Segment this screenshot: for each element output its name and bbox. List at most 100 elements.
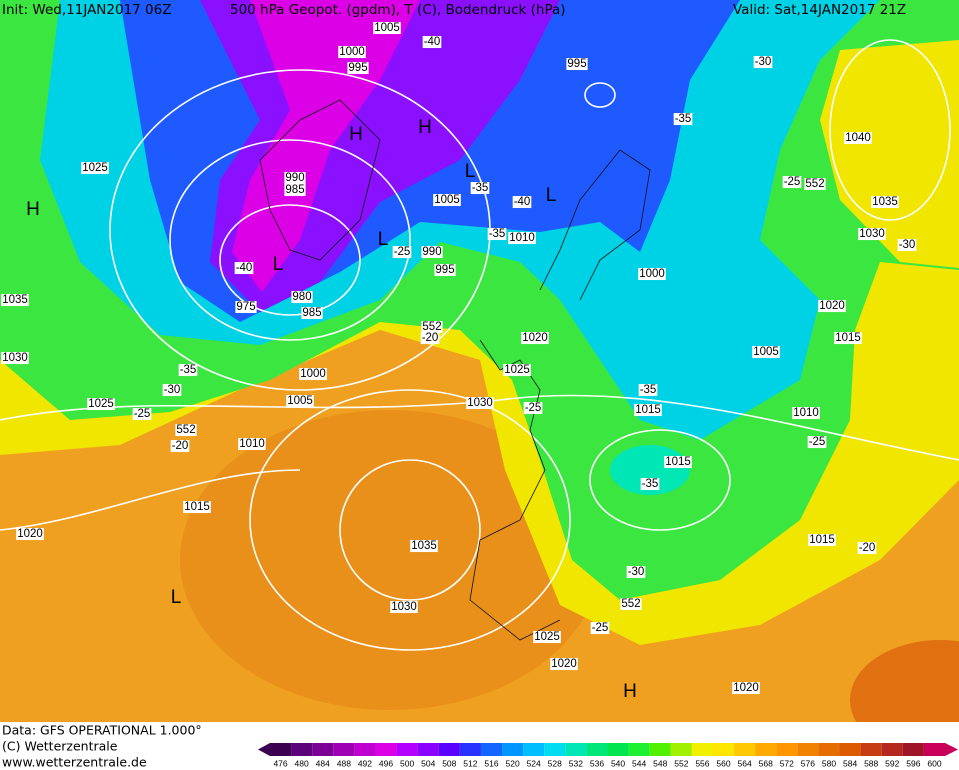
label-box — [807, 436, 827, 449]
isobar — [829, 39, 951, 221]
label-text: 995 — [435, 264, 454, 276]
label-box — [81, 162, 109, 175]
isobar-label: 1010 — [238, 438, 266, 451]
isobar-label: -30 — [897, 239, 917, 252]
isobar-label: 1015 — [634, 404, 662, 417]
label-text: 1040 — [845, 132, 871, 144]
legend-label: 572 — [780, 758, 794, 768]
isobar-label: -35 — [178, 364, 198, 377]
isobar-label: -40 — [422, 36, 442, 49]
isobar-label: 1040 — [844, 132, 872, 145]
legend-swatch — [607, 743, 629, 756]
isobar-label: -25 — [392, 246, 412, 259]
label-box — [871, 196, 899, 209]
legend-swatch — [902, 743, 924, 756]
label-text: 1020 — [819, 300, 845, 312]
label-box — [234, 262, 254, 275]
label-box — [508, 232, 536, 245]
label-text: -20 — [859, 542, 876, 554]
legend-swatch — [502, 743, 524, 756]
isobars — [0, 39, 959, 651]
isobar — [0, 394, 959, 461]
isobar-label: 1000 — [299, 368, 327, 381]
copyright: (C) Wetterzentrale — [2, 739, 118, 754]
legend-label: 560 — [716, 758, 730, 768]
label-text: -30 — [164, 384, 181, 396]
label-text: 1010 — [239, 438, 265, 450]
isobar — [219, 204, 361, 316]
label-text: -30 — [899, 239, 916, 251]
label-text: 1020 — [733, 682, 759, 694]
label-box — [523, 402, 543, 415]
label-text: 1025 — [82, 162, 108, 174]
label-box — [421, 321, 443, 334]
legend-swatch — [291, 743, 313, 756]
isobar-label: 1005 — [433, 194, 461, 207]
label-text: 1020 — [522, 332, 548, 344]
isobar-label: 1010 — [508, 232, 536, 245]
label-text: 985 — [285, 184, 304, 196]
pressure-center: H — [623, 681, 637, 702]
label-box — [421, 246, 443, 259]
label-box — [470, 182, 490, 195]
label-box — [792, 407, 820, 420]
isobar-label: -20 — [857, 542, 877, 555]
label-text: 975 — [236, 301, 255, 313]
legend-label: 476 — [273, 758, 287, 768]
isobar — [584, 82, 616, 108]
isobar-label: 975 — [235, 301, 257, 314]
isobar-label: 1005 — [373, 22, 401, 35]
isobar-label: 1030 — [390, 601, 418, 614]
label-box — [834, 332, 862, 345]
isobar-label: 1025 — [81, 162, 109, 175]
label-box — [434, 264, 456, 277]
label-box — [286, 395, 314, 408]
label-box — [347, 62, 369, 75]
isobar-label: -35 — [470, 182, 490, 195]
legend-swatch — [691, 743, 713, 756]
label-box — [533, 631, 561, 644]
label-text: 995 — [567, 58, 586, 70]
field-dark-orange — [180, 410, 600, 710]
legend-label: 596 — [906, 758, 920, 768]
legend-label: 592 — [885, 758, 899, 768]
label-text: 1025 — [88, 398, 114, 410]
isobar-label: 990 — [284, 172, 306, 185]
label-text: -35 — [472, 182, 489, 194]
label-box — [410, 540, 438, 553]
legend-swatch — [459, 743, 481, 756]
isobar-label: -25 — [782, 176, 802, 189]
legend-label: 508 — [442, 758, 456, 768]
isobar-label: 1020 — [818, 300, 846, 313]
isobar-label: 1035 — [410, 540, 438, 553]
field-yellow — [820, 40, 959, 268]
legend-label: 576 — [801, 758, 815, 768]
isobar-label: 980 — [291, 291, 313, 304]
legend-swatch — [270, 743, 292, 756]
label-box — [162, 384, 182, 397]
label-text: -30 — [628, 566, 645, 578]
legend-swatch — [523, 743, 545, 756]
label-box — [753, 56, 773, 69]
label-text: 552 — [176, 424, 195, 436]
label-text: -25 — [394, 246, 411, 258]
label-text: -25 — [525, 402, 542, 414]
label-text: 1035 — [2, 294, 28, 306]
coastlines — [259, 99, 651, 641]
label-text: -20 — [422, 332, 439, 344]
legend-label: 480 — [295, 758, 309, 768]
label-text: -30 — [755, 56, 772, 68]
legend-label: 488 — [337, 758, 351, 768]
legend-label: 520 — [505, 758, 519, 768]
label-text: 985 — [302, 307, 321, 319]
isobar-label: -35 — [487, 228, 507, 241]
label-box — [752, 346, 780, 359]
label-text: 1010 — [509, 232, 535, 244]
label-box — [422, 36, 442, 49]
isobar-label: 1015 — [183, 501, 211, 514]
coastline — [259, 99, 381, 261]
isobar-label: 552 — [421, 321, 443, 334]
label-box — [175, 424, 197, 437]
label-box — [857, 542, 877, 555]
isobar — [169, 139, 411, 341]
